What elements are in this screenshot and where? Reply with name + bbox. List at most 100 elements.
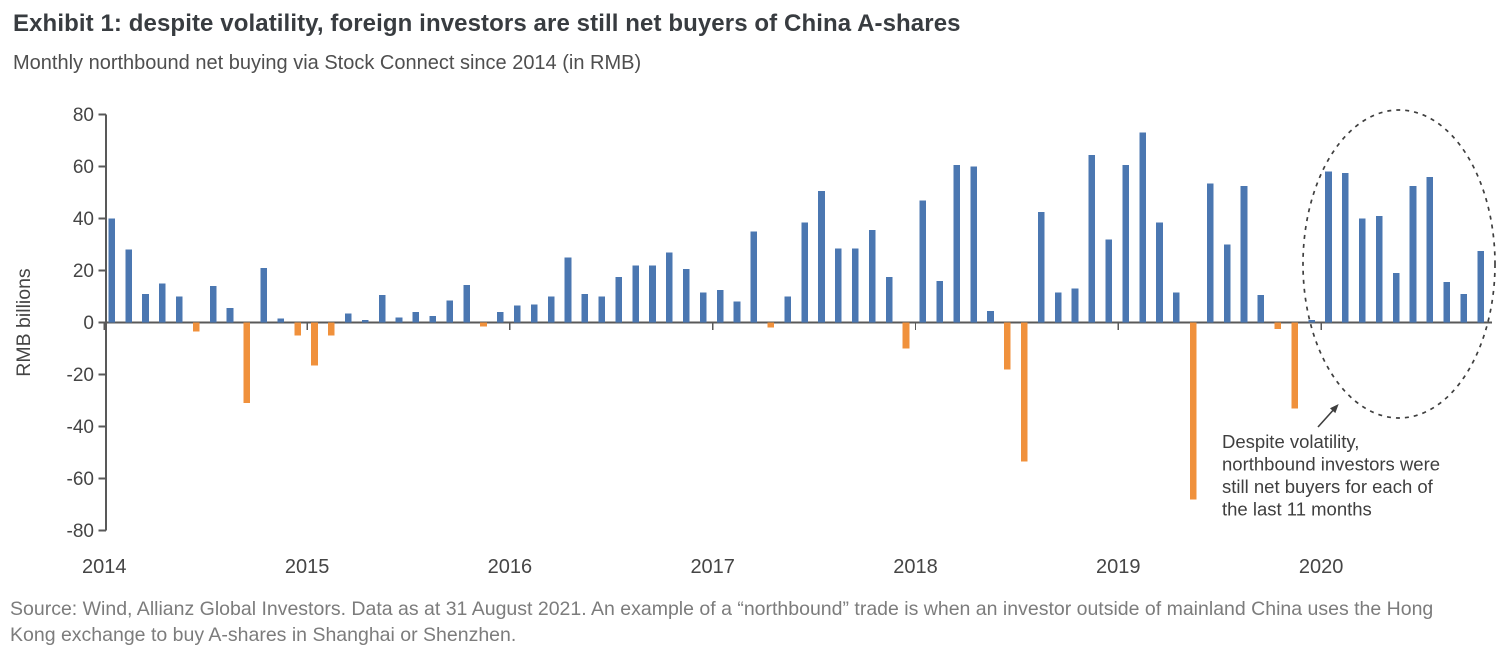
- bar-negative: [1004, 322, 1011, 370]
- bar-negative: [294, 322, 301, 336]
- bar-positive: [919, 200, 927, 323]
- bar-positive: [260, 267, 268, 323]
- annotation-text: Despite volatility, northbound investors …: [1222, 431, 1440, 520]
- bar-positive: [108, 218, 115, 323]
- bar-positive: [1409, 186, 1417, 323]
- bar-negative: [1190, 322, 1197, 500]
- bar-positive: [953, 165, 960, 323]
- y-tick-label: 40: [73, 209, 94, 230]
- bar-negative: [192, 322, 200, 332]
- bar-positive: [1173, 292, 1180, 323]
- bar-positive: [1156, 222, 1163, 323]
- y-tick-label: -60: [67, 469, 94, 490]
- bar-positive: [666, 252, 673, 323]
- bar-positive: [446, 300, 453, 323]
- bar-positive: [277, 318, 284, 323]
- bar-positive: [412, 312, 420, 323]
- bar-positive: [514, 305, 521, 323]
- bar-positive: [632, 265, 639, 323]
- bar-positive: [1257, 295, 1265, 323]
- bar-positive: [1443, 282, 1451, 323]
- bar-positive: [1105, 239, 1113, 323]
- bar-positive: [1342, 173, 1349, 323]
- bar-positive: [699, 292, 707, 323]
- bar-positive: [1139, 132, 1146, 323]
- x-tick-label-year: 2020: [1299, 556, 1344, 578]
- bar-positive: [497, 312, 504, 323]
- bar-positive: [1308, 319, 1315, 323]
- y-tick-label: 0: [83, 313, 94, 334]
- source-note: Source: Wind, Allianz Global Investors. …: [10, 598, 1434, 646]
- bar-chart: 80 60 40 20 0 -20 -40 -60 -80 RMB billions 2014 201…: [13, 105, 1496, 578]
- bar-positive: [1088, 154, 1096, 323]
- bar-negative: [328, 322, 335, 336]
- bar-positive: [784, 296, 791, 323]
- bar-positive: [564, 257, 572, 323]
- y-axis-title: RMB billions: [13, 268, 35, 377]
- y-tick-label: 20: [73, 261, 94, 282]
- bar-positive: [818, 191, 825, 323]
- bar-positive: [801, 222, 808, 323]
- bar-positive: [1477, 251, 1484, 323]
- y-tick-label: 80: [73, 105, 94, 126]
- bar-negative: [480, 322, 487, 327]
- bar-positive: [970, 166, 977, 323]
- bar-positive: [361, 319, 369, 323]
- y-tick-label: -20: [67, 365, 94, 386]
- bar-positive: [750, 231, 758, 323]
- bar-positive: [1460, 293, 1467, 323]
- bar-negative: [902, 322, 910, 349]
- bar-positive: [1206, 183, 1214, 323]
- bar-positive: [615, 277, 622, 323]
- bar-positive: [142, 293, 149, 323]
- bar-positive: [835, 248, 842, 323]
- bar-negative: [1291, 322, 1298, 409]
- bar-positive: [378, 295, 386, 323]
- x-tick-label-year: 2014: [82, 556, 127, 578]
- bar-positive: [683, 269, 690, 323]
- bar-positive: [649, 265, 656, 323]
- bar-positive: [547, 296, 555, 323]
- bar-positive: [1054, 292, 1062, 323]
- bar-negative: [311, 322, 318, 366]
- bar-positive: [209, 286, 217, 323]
- bar-negative: [1021, 322, 1028, 462]
- bar-positive: [733, 301, 741, 323]
- bar-positive: [463, 284, 470, 323]
- x-tick-label-year: 2018: [893, 556, 938, 578]
- bar-positive: [530, 304, 538, 323]
- bar-positive: [716, 290, 724, 323]
- x-tick-label-year: 2017: [690, 556, 735, 578]
- bar-positive: [868, 230, 876, 323]
- bar-positive: [1223, 244, 1231, 323]
- bar-positive: [125, 249, 132, 323]
- x-tick-label-year: 2016: [488, 556, 533, 578]
- bar-negative: [243, 322, 251, 404]
- bar-positive: [429, 316, 437, 323]
- bar-positive: [598, 296, 606, 323]
- bar-positive: [395, 317, 403, 323]
- bar-positive: [1359, 218, 1366, 323]
- bar-positive: [1122, 165, 1129, 323]
- y-tick-label: -40: [67, 417, 94, 438]
- bar-positive: [1375, 215, 1383, 323]
- bar-positive: [1426, 176, 1434, 323]
- y-tick-label: -80: [67, 521, 94, 542]
- exhibit-subtitle: Monthly northbound net buying via Stock …: [13, 52, 642, 74]
- bar-positive: [1037, 212, 1045, 323]
- bar-positive: [1071, 288, 1079, 323]
- bar-negative: [1274, 322, 1282, 329]
- x-tick-label-year: 2019: [1096, 556, 1141, 578]
- y-tick-label: 60: [73, 157, 94, 178]
- bar-positive: [1392, 273, 1400, 323]
- bar-positive: [345, 313, 352, 323]
- x-tick-label-year: 2015: [285, 556, 330, 578]
- exhibit-title: Exhibit 1: despite volatility, foreign i…: [13, 10, 961, 37]
- bar-positive: [159, 283, 166, 323]
- bar-negative: [767, 322, 775, 328]
- bar-positive: [226, 308, 234, 323]
- bar-positive: [176, 296, 183, 323]
- highlight-ellipse: [1302, 109, 1496, 419]
- bar-positive: [1325, 171, 1332, 323]
